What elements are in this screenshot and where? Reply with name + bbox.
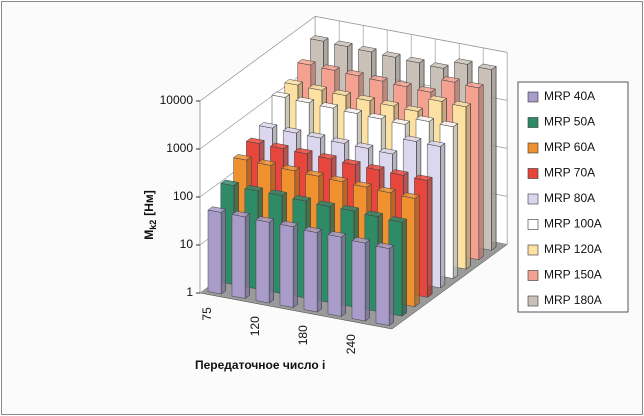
bar-shade xyxy=(364,239,370,322)
bar-shade xyxy=(292,223,298,309)
bar xyxy=(207,206,227,295)
bar xyxy=(327,231,347,318)
y-axis-label: Mk2 [Нм] xyxy=(142,190,158,240)
legend-label: MRP 60A xyxy=(544,140,595,154)
bar-shade xyxy=(452,122,458,280)
bar xyxy=(279,220,299,309)
x-tick-label: 240 xyxy=(344,334,358,354)
bar-shade xyxy=(340,233,346,318)
bar-shade xyxy=(220,208,226,295)
bar-front xyxy=(375,245,390,326)
bar-front xyxy=(255,219,270,304)
legend-swatch xyxy=(527,193,539,205)
plot: 1 10 100 1000 10000 xyxy=(160,15,508,330)
legend-label: MRP 180A xyxy=(544,293,602,307)
legend-swatch xyxy=(527,295,539,307)
grid-line xyxy=(199,64,316,150)
bar-front xyxy=(327,234,342,317)
bar-shade xyxy=(427,176,433,298)
bar-shade xyxy=(414,194,420,308)
legend-swatch xyxy=(527,244,539,256)
bar xyxy=(375,242,395,327)
y-tick-label: 10000 xyxy=(160,93,194,107)
y-tick-label: 100 xyxy=(173,189,193,203)
bar-shade xyxy=(316,228,322,313)
grid-line xyxy=(199,16,316,102)
legend-label: MRP 150A xyxy=(544,268,602,282)
y-tick-label: 1000 xyxy=(166,141,193,155)
bar xyxy=(255,216,275,304)
bar xyxy=(231,210,251,300)
bar-shade xyxy=(401,218,407,317)
bar-front xyxy=(351,240,366,322)
x-tick-label: 120 xyxy=(248,316,262,336)
grid-line xyxy=(315,16,508,53)
bar-shade xyxy=(244,213,250,300)
legend-label: MRP 70A xyxy=(544,166,595,180)
legend-label: MRP 120A xyxy=(544,242,602,256)
bar-shade xyxy=(268,218,274,304)
x-tick-label: 180 xyxy=(296,325,310,345)
legend-swatch xyxy=(527,270,539,281)
legend: MRP 40A MRP 50A MRP 60A MRP 70A MRP 80A MRP 1… xyxy=(527,89,602,307)
bar-shade xyxy=(440,142,446,289)
legend-label: MRP 100A xyxy=(544,217,602,231)
bar xyxy=(303,226,323,313)
bar-shade xyxy=(478,84,484,261)
bar-front xyxy=(279,224,294,308)
bar-front xyxy=(303,229,318,313)
legend-swatch xyxy=(527,219,539,230)
x-tick-label: 75 xyxy=(200,307,214,321)
y-label-main: M xyxy=(142,230,156,240)
x-axis-label: Передаточное число i xyxy=(195,358,325,372)
bar xyxy=(351,237,371,322)
legend-swatch xyxy=(527,117,539,128)
legend-label: MRP 50A xyxy=(544,115,595,129)
y-tick-label: 1 xyxy=(186,285,193,299)
bar-shade xyxy=(388,244,394,327)
bar-shade xyxy=(465,103,471,270)
legend-label: MRP 40A xyxy=(544,89,595,103)
legend-swatch xyxy=(527,142,539,154)
legend-swatch xyxy=(527,168,539,179)
legend-swatch xyxy=(527,91,539,103)
legend-label: MRP 80A xyxy=(544,191,595,205)
bar-front xyxy=(207,209,222,295)
y-label-sub: k2 xyxy=(148,220,158,230)
bar-shade xyxy=(491,65,497,251)
y-label-unit: [Нм] xyxy=(142,190,156,216)
bar-front xyxy=(231,214,246,299)
y-tick-label: 10 xyxy=(180,237,194,251)
